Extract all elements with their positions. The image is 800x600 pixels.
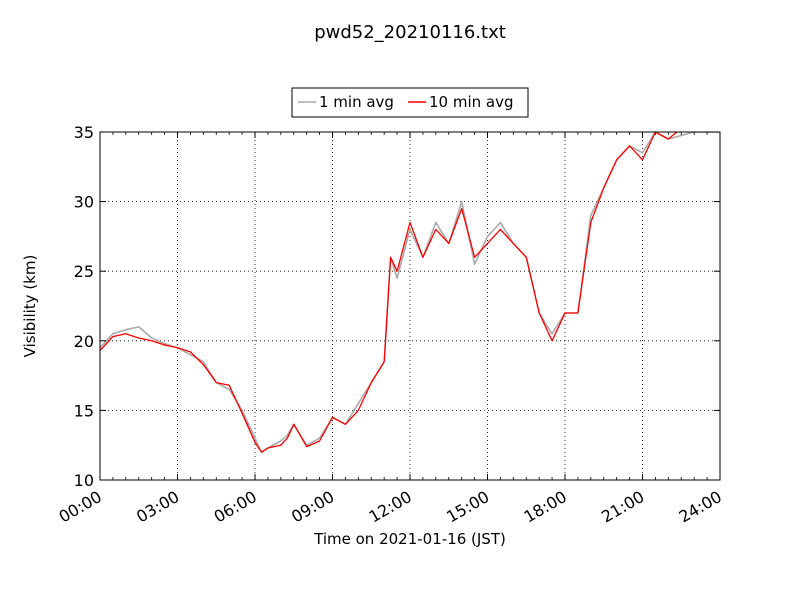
grid-lines xyxy=(100,132,720,480)
x-axis-label: Time on 2021-01-16 (JST) xyxy=(313,530,506,548)
x-tick-label: 03:00 xyxy=(133,487,182,527)
series-line-10-min-avg xyxy=(100,132,678,453)
x-tick-label: 12:00 xyxy=(366,487,415,527)
legend: 1 min avg 10 min avg xyxy=(291,87,529,118)
chart-title: pwd52_20210116.txt xyxy=(314,22,506,43)
y-axis-label: Visibility (km) xyxy=(21,255,39,358)
x-tick-label: 18:00 xyxy=(521,487,570,527)
y-tick-label: 10 xyxy=(74,471,94,490)
x-tick-label: 00:00 xyxy=(56,487,105,527)
x-tick-label: 15:00 xyxy=(443,487,492,527)
y-tick-labels: 10 15 20 25 30 35 xyxy=(74,123,94,490)
legend-label-10min: 10 min avg xyxy=(429,93,514,111)
x-tick-labels: 00:00 03:00 06:00 09:00 12:00 15:00 18:00 21:00… xyxy=(56,487,725,527)
x-tick-label: 06:00 xyxy=(211,487,260,527)
series-layer xyxy=(100,132,720,453)
x-tick-label: 09:00 xyxy=(288,487,337,527)
y-tick-label: 30 xyxy=(74,193,94,212)
y-tick-label: 25 xyxy=(74,262,94,281)
legend-label-1min: 1 min avg xyxy=(319,93,394,111)
x-tick-label: 21:00 xyxy=(598,487,647,527)
x-tick-label: 24:00 xyxy=(676,487,725,527)
y-tick-label: 35 xyxy=(74,123,94,142)
y-tick-label: 20 xyxy=(74,332,94,351)
y-tick-label: 15 xyxy=(74,401,94,420)
axis-ticks xyxy=(99,131,721,481)
